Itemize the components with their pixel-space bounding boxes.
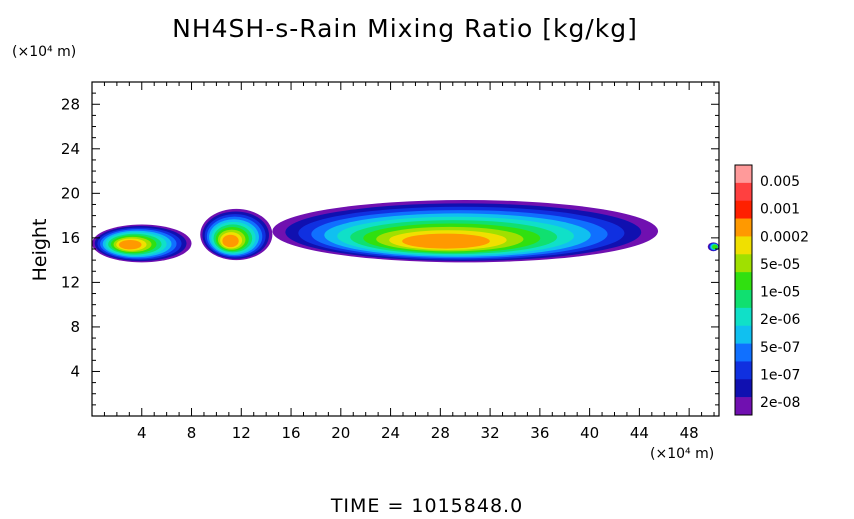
x-tick-label: 8 <box>187 424 197 442</box>
chart-title: NH4SH-s-Rain Mixing Ratio [kg/kg] <box>172 14 638 43</box>
data-region-2 <box>200 208 273 261</box>
y-tick-label: 16 <box>61 229 80 247</box>
y-tick-label: 4 <box>70 362 80 380</box>
colorbar-swatch <box>735 165 752 184</box>
colorbar-swatch <box>735 182 752 202</box>
colorbar-label: 0.0002 <box>760 229 809 245</box>
colorbar-swatch <box>735 397 752 416</box>
x-tick-label: 36 <box>530 424 549 442</box>
colorbar-swatch <box>735 272 752 291</box>
colorbar-swatch <box>735 325 752 344</box>
x-axis-unit: (×10⁴ m) <box>650 446 715 462</box>
colorbar-label: 1e-07 <box>760 367 800 383</box>
contour-band <box>118 239 142 250</box>
data-regions <box>92 200 719 263</box>
colorbar-label: 1e-05 <box>760 285 800 301</box>
x-tick-label: 12 <box>232 424 251 442</box>
colorbar-swatch <box>735 290 752 309</box>
colorbar-swatch <box>735 361 752 380</box>
x-tick-label: 32 <box>481 424 500 442</box>
colorbar-frame <box>734 164 753 416</box>
colorbar-swatch <box>735 379 752 398</box>
y-axis-unit: (×10⁴ m) <box>12 44 77 60</box>
x-tick-label: 44 <box>630 424 649 442</box>
colorbar-label: 0.005 <box>760 174 800 190</box>
colorbar-label: 2e-06 <box>760 312 800 328</box>
colorbar: 0.005 0.001 0.0002 5e-05 1e-05 2e-06 5e-07 1e-0… <box>734 164 809 416</box>
contour-band <box>402 233 490 249</box>
colorbar-label: 2e-08 <box>760 395 800 411</box>
time-label: TIME = 1015848.0 <box>330 495 524 517</box>
y-tick-label: 8 <box>70 318 80 336</box>
x-tick-label: 16 <box>282 424 301 442</box>
colorbar-swatch <box>735 218 752 237</box>
y-tick-label: 20 <box>61 184 80 202</box>
x-tick-label: 40 <box>580 424 599 442</box>
y-tick-label: 28 <box>61 95 80 113</box>
colorbar-label: 5e-05 <box>760 257 800 273</box>
x-tick-label: 4 <box>137 424 147 442</box>
x-tick-label: 28 <box>431 424 450 442</box>
colorbar-label: 0.001 <box>760 202 800 218</box>
data-region-1 <box>92 224 192 263</box>
colorbar-swatch <box>735 254 752 273</box>
contour-band <box>712 244 718 249</box>
x-tick-label: 20 <box>331 424 350 442</box>
data-region-3 <box>272 200 659 263</box>
colorbar-swatch <box>735 307 752 327</box>
colorbar-swatch <box>735 343 752 362</box>
data-region-4 <box>707 242 719 252</box>
x-tick-label: 24 <box>381 424 400 442</box>
colorbar-label: 5e-07 <box>760 340 800 356</box>
y-tick-label: 24 <box>61 140 80 158</box>
colorbar-swatch <box>735 236 752 255</box>
colorbar-swatch <box>735 200 752 219</box>
y-tick-label: 12 <box>61 273 80 291</box>
x-tick-label: 48 <box>680 424 699 442</box>
contour-band <box>222 234 239 248</box>
